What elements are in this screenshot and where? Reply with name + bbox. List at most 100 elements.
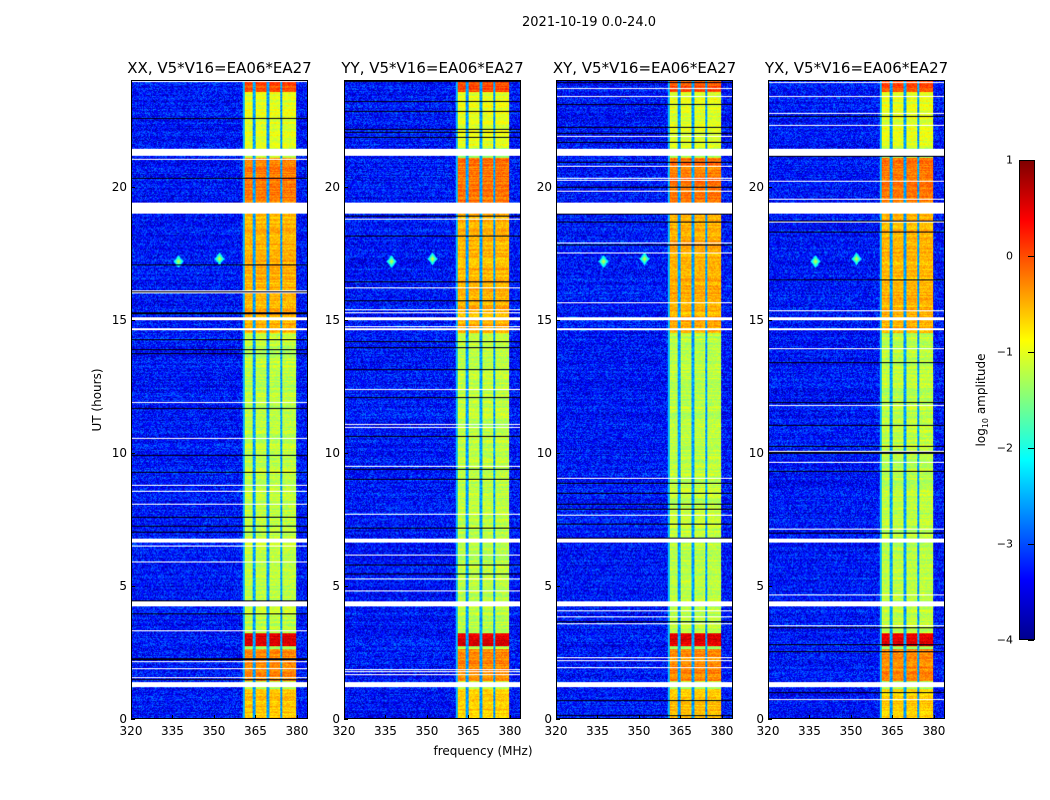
panel-title: YX, V5*V16=EA06*EA27 [764,59,949,77]
y-tick-label: 5 [544,578,552,593]
x-tick-mark [172,715,174,719]
y-tick-mark [768,319,772,321]
spectrogram-heatmap [557,81,732,718]
colorbar [1019,160,1035,640]
x-tick-label: 365 [669,724,692,738]
y-tick-label: 15 [111,312,127,327]
y-tick-mark [556,452,560,454]
x-tick-mark [255,715,257,719]
x-tick-mark [638,715,640,719]
y-tick-mark [344,452,348,454]
spectrogram-panel [131,80,308,719]
x-tick-mark [768,715,769,719]
x-tick-mark [721,715,723,719]
x-tick-label: 335 [586,724,609,738]
y-tick-label: 10 [111,445,127,460]
spectrogram-panel [768,80,945,719]
x-tick-label: 350 [202,724,226,738]
y-tick-label: 5 [756,578,764,593]
x-tick-mark [597,715,599,719]
y-tick-label: 20 [111,179,127,194]
y-tick-mark [344,585,348,587]
x-tick-mark [933,715,935,719]
colorbar-tick-label: −1 [996,345,1013,359]
y-tick-mark [131,452,135,454]
colorbar-tick-mark [1028,544,1034,545]
y-tick-label: 5 [332,578,340,593]
x-tick-mark [344,715,345,719]
y-tick-label: 15 [536,312,552,327]
y-tick-mark [131,186,135,188]
x-tick-mark [509,715,511,719]
y-tick-mark [131,719,135,720]
y-tick-label: 0 [119,712,127,726]
y-tick-mark [556,186,560,188]
x-tick-label: 320 [756,724,780,738]
x-tick-mark [892,715,894,719]
x-tick-label: 335 [374,724,397,738]
x-tick-label: 380 [285,724,309,738]
panel-title: XX, V5*V16=EA06*EA27 [127,59,312,77]
y-tick-mark [556,585,560,587]
x-tick-mark [680,715,682,719]
x-tick-mark [468,715,470,719]
y-tick-mark [768,719,772,720]
figure-suptitle: 2021-10-19 0.0-24.0 [522,15,656,30]
colorbar-tick-mark [1028,640,1034,641]
x-tick-mark [385,715,387,719]
y-tick-label: 15 [748,312,764,327]
y-tick-label: 10 [324,445,340,460]
colorbar-tick-mark [1028,160,1034,161]
y-axis-label: UT (hours) [90,368,104,432]
y-tick-mark [344,719,348,720]
x-tick-label: 380 [710,724,734,738]
y-tick-mark [768,452,772,454]
y-tick-label: 5 [119,578,127,593]
colorbar-tick-label: −4 [996,633,1013,647]
y-tick-label: 20 [748,179,764,194]
x-tick-label: 350 [627,724,651,738]
spectrogram-heatmap [345,81,520,718]
spectrogram-panel [344,80,521,719]
y-tick-mark [556,319,560,321]
colorbar-tick-label: 1 [1006,153,1013,167]
x-tick-mark [296,715,298,719]
x-axis-label: frequency (MHz) [433,744,533,758]
y-tick-mark [768,186,772,188]
y-tick-mark [131,319,135,321]
x-tick-mark [809,715,811,719]
colorbar-tick-label: −3 [996,537,1013,551]
x-tick-mark [131,715,132,719]
x-tick-label: 365 [457,724,480,738]
y-tick-label: 15 [324,312,340,327]
y-tick-label: 20 [536,179,552,194]
panel-title: YY, V5*V16=EA06*EA27 [341,59,524,77]
colorbar-label-sub: 10 [981,417,991,429]
y-tick-mark [344,186,348,188]
colorbar-label: log10 amplitude [974,354,990,447]
x-tick-label: 320 [119,724,143,738]
x-tick-label: 365 [881,724,904,738]
x-tick-label: 350 [839,724,863,738]
colorbar-label-log: log [973,428,988,447]
y-tick-mark [768,585,772,587]
colorbar-tick-mark [1028,256,1034,257]
spectrogram-heatmap [132,81,307,718]
x-tick-label: 350 [415,724,439,738]
y-tick-label: 0 [332,712,340,726]
x-tick-mark [556,715,557,719]
x-tick-label: 380 [498,724,522,738]
x-tick-label: 335 [161,724,184,738]
x-tick-mark [426,715,428,719]
x-tick-mark [213,715,215,719]
x-tick-label: 320 [544,724,568,738]
y-tick-label: 10 [536,445,552,460]
y-tick-mark [556,719,560,720]
colorbar-label-rest: amplitude [973,353,988,418]
y-tick-label: 0 [544,712,552,726]
panel-title: XY, V5*V16=EA06*EA27 [552,59,737,77]
x-tick-label: 335 [798,724,821,738]
colorbar-tick-mark [1028,352,1034,353]
spectrogram-heatmap [769,81,944,718]
x-tick-mark [850,715,852,719]
